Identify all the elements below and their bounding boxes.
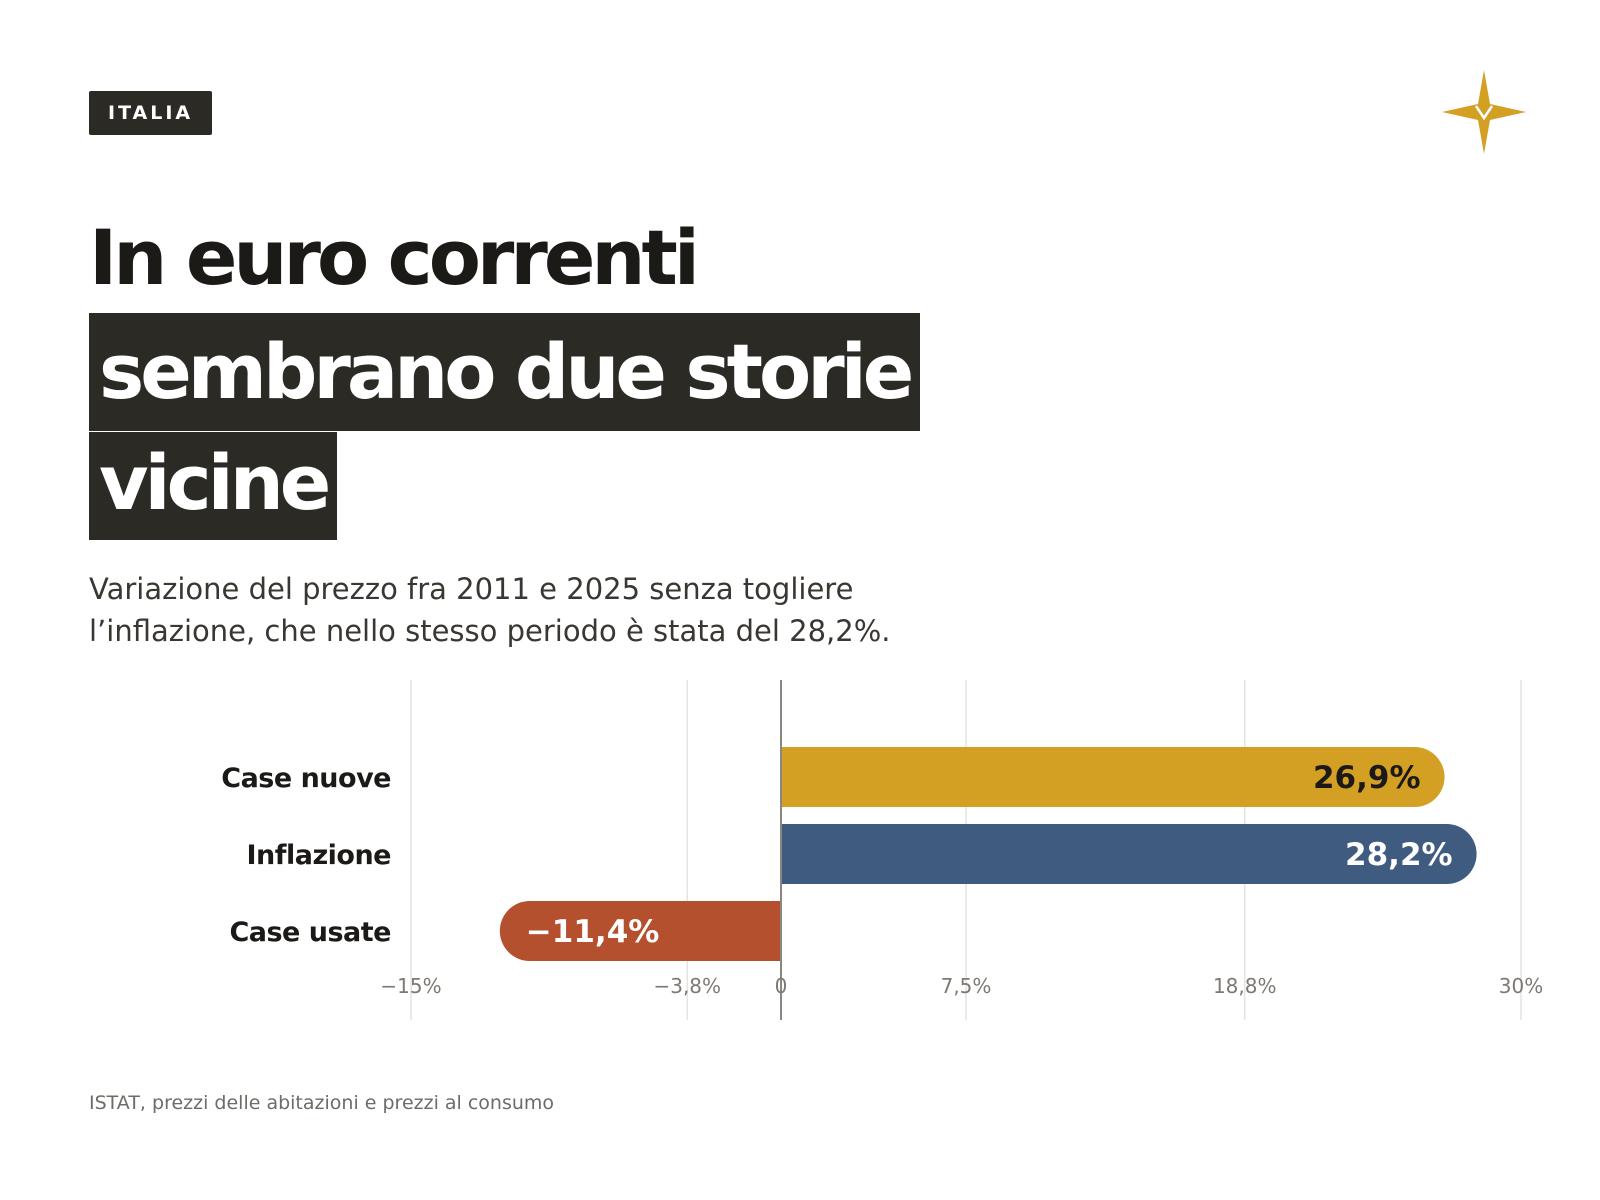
tick-label: −15%	[380, 974, 441, 998]
category-label: Case nuove	[221, 763, 391, 794]
value-label: 28,2%	[1345, 837, 1453, 873]
bar-chart: Case nuove 26,9% Inflazione 28,2% Case usate…	[221, 680, 1543, 1020]
four-point-star-icon	[1442, 70, 1526, 154]
title-line-3-highlight: vicine	[89, 432, 338, 540]
category-label: Inflazione	[246, 840, 391, 871]
tick-label: 18,8%	[1213, 974, 1277, 998]
tick-label: 30%	[1499, 974, 1543, 998]
tick-label: 0	[775, 974, 788, 998]
country-tag: ITALIA	[89, 91, 213, 135]
title-line-1: In euro correnti	[89, 213, 700, 302]
chart-subtitle: Variazione del prezzo fra 2011 e 2025 se…	[89, 568, 909, 652]
subtitle-line-2: l’inflazione, che nello stesso periodo è…	[89, 614, 891, 648]
bar	[499, 901, 781, 961]
value-label: −11,4%	[526, 914, 660, 950]
title-line-2-highlight: sembrano due storie	[89, 313, 921, 431]
category-label: Case usate	[229, 917, 391, 948]
bar	[781, 824, 1477, 884]
subtitle-line-1: Variazione del prezzo fra 2011 e 2025 se…	[89, 572, 854, 606]
tick-label: 7,5%	[941, 974, 992, 998]
bar	[781, 747, 1445, 807]
tick-label: −3,8%	[653, 974, 721, 998]
source-note: ISTAT, prezzi delle abitazioni e prezzi …	[89, 1092, 555, 1114]
value-label: 26,9%	[1313, 760, 1421, 796]
